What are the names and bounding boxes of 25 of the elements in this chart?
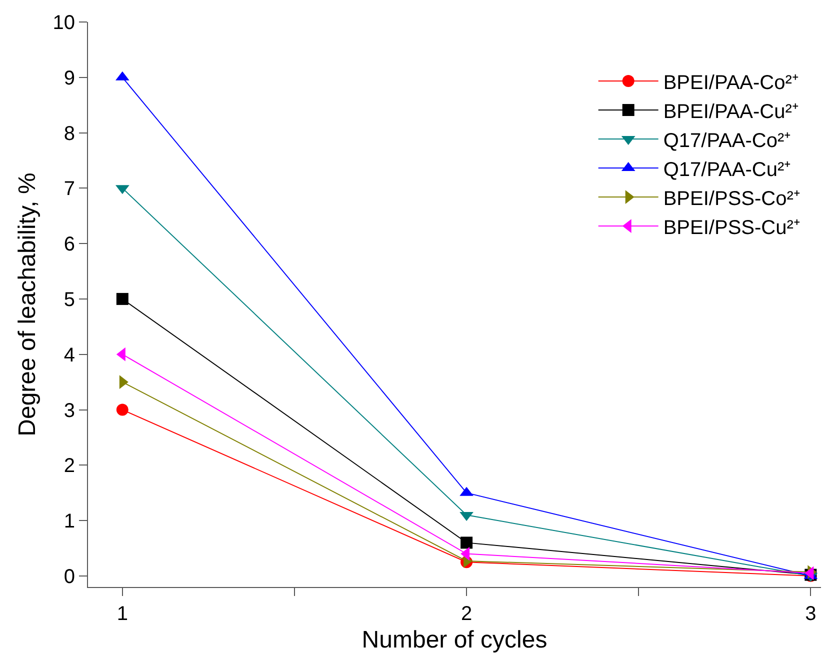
- legend-label: BPEI/PAA-Co²⁺: [663, 72, 799, 94]
- y-tick-label: 6: [64, 234, 75, 256]
- y-tick-label: 7: [64, 178, 75, 200]
- point: [460, 536, 473, 549]
- y-tick-label: 9: [64, 67, 75, 90]
- point: [116, 404, 128, 416]
- y-tick-label: 5: [64, 288, 75, 311]
- legend-label: Q17/PAA-Cu²⁺: [663, 158, 792, 181]
- x-tick-label: 3: [805, 603, 816, 625]
- y-tick-label: 2: [64, 455, 75, 478]
- x-tick-label: 1: [116, 603, 128, 625]
- point: [116, 292, 128, 305]
- y-tick-label: 8: [64, 122, 75, 145]
- legend-label: BPEI/PAA-Cu²⁺: [663, 100, 799, 123]
- x-tick-label: 2: [460, 603, 472, 625]
- legend-label: Q17/PAA-Co²⁺: [663, 130, 792, 152]
- y-tick-label: 1: [64, 510, 75, 533]
- y-axis-title: Degree of leachability, %: [14, 172, 41, 436]
- legend-label: BPEI/PSS-Co²⁺: [663, 188, 800, 210]
- legend-label: BPEI/PSS-Cu²⁺: [663, 216, 800, 239]
- x-axis-title: Number of cycles: [362, 626, 548, 654]
- y-tick-label: 3: [64, 400, 75, 422]
- y-tick-label: 0: [64, 566, 75, 588]
- y-tick-label: 4: [64, 344, 75, 366]
- y-tick-label: 10: [52, 12, 75, 34]
